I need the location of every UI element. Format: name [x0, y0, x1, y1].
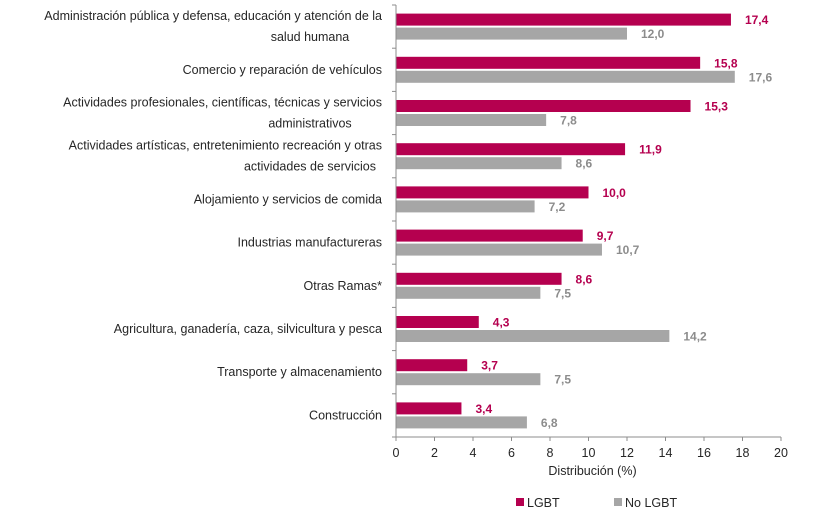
bar-lgbt: [396, 316, 479, 328]
x-tick-label: 8: [547, 446, 554, 460]
category-label-line: Alojamiento y servicios de comida: [194, 192, 382, 206]
category-label: Industrias manufactureras: [237, 236, 382, 250]
x-tick-label: 12: [620, 446, 634, 460]
category-label-line: Administración pública y defensa, educac…: [44, 9, 382, 23]
category-label-line: Transporte y almacenamiento: [217, 365, 382, 379]
bar-no-lgbt: [396, 200, 535, 213]
bar-lgbt: [396, 272, 562, 285]
data-label-lgbt: 3,4: [475, 402, 492, 416]
legend-label-no-lgbt: No LGBT: [625, 496, 677, 510]
category-label-line: Otras Ramas*: [304, 279, 383, 293]
data-label-lgbt: 15,8: [714, 56, 738, 70]
category-label-line: administrativos: [268, 117, 351, 131]
data-label-no-lgbt: 12,0: [641, 27, 665, 41]
x-tick-label: 18: [736, 446, 750, 460]
x-tick-label: 10: [582, 446, 596, 460]
bar-lgbt: [396, 402, 462, 415]
data-label-lgbt: 3,7: [481, 359, 498, 373]
category-label: Agricultura, ganadería, caza, silvicultu…: [114, 322, 382, 336]
bar-no-lgbt: [396, 70, 735, 83]
bar-no-lgbt: [396, 27, 627, 40]
x-tick-label: 20: [774, 446, 788, 460]
category-label-line: salud humana: [271, 30, 350, 44]
category-label: Construcción: [309, 408, 382, 422]
bar-no-lgbt: [396, 243, 602, 256]
data-label-no-lgbt: 10,7: [616, 243, 640, 257]
category-label: Transporte y almacenamiento: [217, 365, 382, 379]
category-labels: Administración pública y defensa, educac…: [44, 9, 382, 422]
x-tick-label: 16: [697, 446, 711, 460]
bar-lgbt: [396, 56, 701, 69]
bar-lgbt: [396, 13, 731, 26]
category-label: Otras Ramas*: [304, 279, 383, 293]
bar-no-lgbt: [396, 114, 547, 126]
bar-lgbt: [396, 143, 626, 156]
legend: LGBT No LGBT: [516, 496, 677, 510]
category-label-line: Industrias manufactureras: [237, 236, 382, 250]
x-tick-label: 2: [431, 446, 438, 460]
bar-no-lgbt: [396, 416, 527, 429]
category-label: Comercio y reparación de vehículos: [183, 63, 382, 77]
bar-no-lgbt: [396, 373, 541, 386]
data-label-no-lgbt: 7,8: [560, 114, 577, 128]
bar-lgbt: [396, 359, 468, 372]
category-label-line: Actividades artísticas, entretenimiento …: [69, 139, 382, 153]
x-tick-label: 0: [393, 446, 400, 460]
bar-lgbt: [396, 229, 583, 242]
data-label-no-lgbt: 7,2: [549, 200, 566, 214]
category-label-line: actividades de servicios: [244, 160, 376, 174]
data-label-lgbt: 8,6: [576, 272, 593, 286]
category-label: Actividades profesionales, científicas, …: [63, 96, 382, 131]
x-tick-label: 14: [659, 446, 673, 460]
data-label-lgbt: 15,3: [705, 100, 729, 114]
value-labels: 17,4 12,0 15,8 17,6 15,3 7,8 11,9 8,6 10,0 7,2 9,7…: [475, 13, 772, 430]
bar-lgbt: [396, 100, 691, 112]
category-label-line: Comercio y reparación de vehículos: [183, 63, 382, 77]
category-label-line: Construcción: [309, 408, 382, 422]
legend-label-lgbt: LGBT: [527, 496, 560, 510]
bar-no-lgbt: [396, 330, 670, 342]
bars-group: [396, 13, 735, 429]
category-label: Alojamiento y servicios de comida: [194, 192, 382, 206]
x-tick-label: 4: [470, 446, 477, 460]
data-label-no-lgbt: 7,5: [554, 286, 571, 300]
category-label-line: Actividades profesionales, científicas, …: [63, 96, 382, 110]
x-axis-ticks: 0 2 4 6 8 10 12 14 16 18 20: [393, 437, 788, 460]
data-label-lgbt: 4,3: [493, 316, 510, 330]
data-label-no-lgbt: 7,5: [554, 373, 571, 387]
category-label: Actividades artísticas, entretenimiento …: [69, 139, 382, 174]
bar-lgbt: [396, 186, 589, 199]
data-label-no-lgbt: 6,8: [541, 416, 558, 430]
data-label-no-lgbt: 14,2: [683, 330, 707, 344]
data-label-no-lgbt: 8,6: [576, 157, 593, 171]
data-label-lgbt: 10,0: [603, 186, 627, 200]
legend-swatch-no-lgbt: [614, 498, 622, 506]
x-axis-title: Distribución (%): [548, 464, 636, 478]
x-tick-label: 6: [508, 446, 515, 460]
y-axis-ticks: [392, 4, 396, 438]
category-label-line: Agricultura, ganadería, caza, silvicultu…: [114, 322, 382, 336]
data-label-lgbt: 17,4: [745, 13, 769, 27]
data-label-lgbt: 9,7: [597, 229, 614, 243]
data-label-no-lgbt: 17,6: [749, 70, 773, 84]
data-label-lgbt: 11,9: [639, 143, 662, 157]
category-label: Administración pública y defensa, educac…: [44, 9, 382, 44]
legend-swatch-lgbt: [516, 498, 524, 506]
bar-no-lgbt: [396, 286, 541, 299]
bar-no-lgbt: [396, 157, 562, 170]
